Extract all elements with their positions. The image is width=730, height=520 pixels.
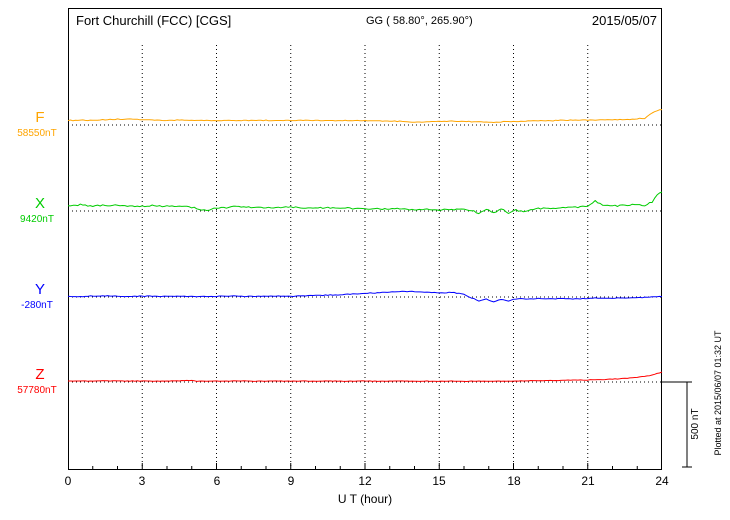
x-tick-label-12: 12 bbox=[358, 474, 372, 488]
x-tick-label-18: 18 bbox=[507, 474, 521, 488]
plot-date: 2015/05/07 bbox=[591, 13, 657, 28]
station-title: Fort Churchill (FCC) [CGS] bbox=[76, 13, 232, 28]
x-tick-label-15: 15 bbox=[432, 474, 446, 488]
series-baseline-f: 58550nT bbox=[17, 128, 57, 139]
series-baseline-z: 57780nT bbox=[17, 385, 57, 396]
series-label-z: Z bbox=[35, 366, 45, 383]
series-label-f: F bbox=[35, 109, 45, 126]
x-tick-label-24: 24 bbox=[655, 474, 669, 488]
scale-bar-label: 500 nT bbox=[690, 408, 701, 440]
series-baseline-x: 9420nT bbox=[20, 214, 54, 225]
gg-coordinates: GG ( 58.80°, 265.90°) bbox=[366, 15, 473, 27]
x-tick-label-9: 9 bbox=[287, 474, 295, 488]
x-tick-label-6: 6 bbox=[213, 474, 221, 488]
plot-timestamp-note: Plotted at 2015/06/07 01:32 UT bbox=[713, 330, 723, 456]
series-label-y: Y bbox=[34, 281, 45, 298]
x-tick-label-21: 21 bbox=[581, 474, 595, 488]
series-label-x: X bbox=[34, 195, 45, 212]
x-axis-label: U T (hour) bbox=[337, 492, 393, 506]
x-tick-label-3: 3 bbox=[138, 474, 146, 488]
series-baseline-y: -280nT bbox=[21, 300, 53, 311]
x-tick-label-0: 0 bbox=[64, 474, 72, 488]
